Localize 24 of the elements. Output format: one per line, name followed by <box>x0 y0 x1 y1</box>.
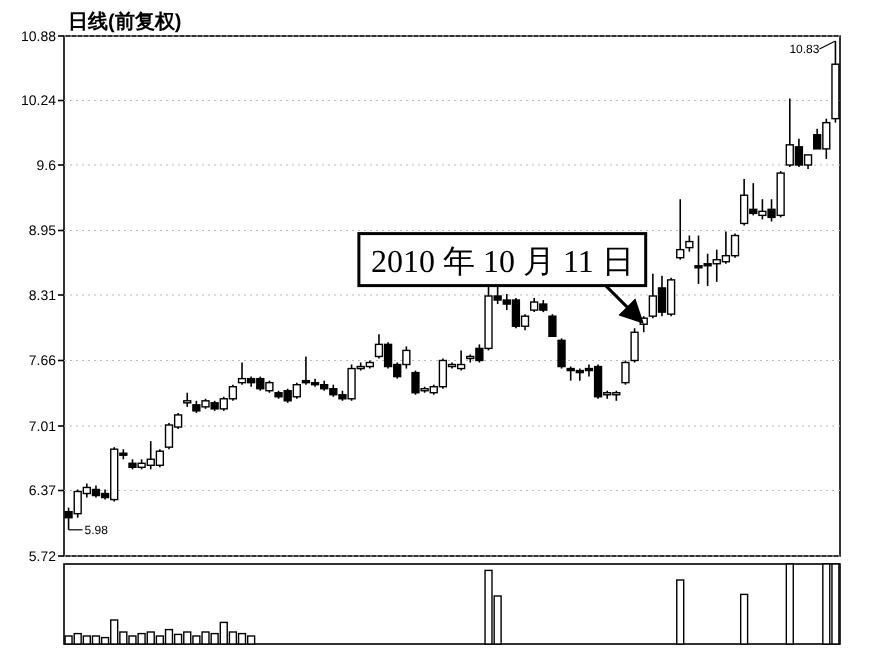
candlestick <box>721 230 731 265</box>
candlestick <box>155 448 165 469</box>
candlestick <box>374 333 384 360</box>
candlestick <box>383 341 393 370</box>
annotation: 2010 年 10 月 11 日 <box>370 245 634 280</box>
candlestick <box>666 277 676 317</box>
candlestick <box>438 357 448 390</box>
candlestick <box>557 337 566 370</box>
candlestick <box>548 313 557 338</box>
candlestick <box>511 297 521 330</box>
candlestick <box>676 198 685 261</box>
candlestick <box>164 422 174 450</box>
candlestick <box>621 359 630 386</box>
candlestick <box>657 275 667 317</box>
candlestick <box>794 137 804 168</box>
candlestick <box>739 178 749 227</box>
candlestick <box>593 363 603 400</box>
chart-title: 日线(前复权) <box>68 10 182 34</box>
candlestick <box>237 361 247 386</box>
candlestick <box>730 232 740 259</box>
candlestick <box>648 273 658 319</box>
candlestick <box>813 127 822 150</box>
candlestick <box>456 349 466 372</box>
candlestick <box>630 327 639 364</box>
